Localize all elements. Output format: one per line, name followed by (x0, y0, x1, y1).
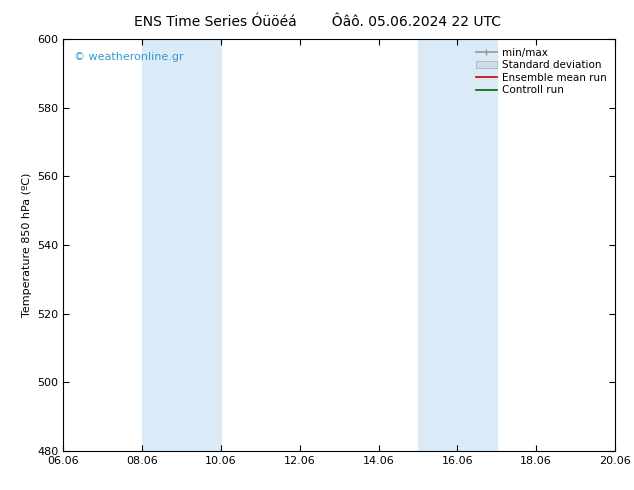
Text: ENS Time Series Óüöéá        Ôâô. 05.06.2024 22 UTC: ENS Time Series Óüöéá Ôâô. 05.06.2024 22… (134, 15, 500, 29)
Y-axis label: Temperature 850 hPa (ºC): Temperature 850 hPa (ºC) (22, 173, 32, 317)
Bar (418, 39, 497, 451)
Legend: min/max, Standard deviation, Ensemble mean run, Controll run: min/max, Standard deviation, Ensemble me… (473, 45, 610, 98)
Text: © weatheronline.gr: © weatheronline.gr (74, 51, 184, 62)
Bar (142, 39, 221, 451)
